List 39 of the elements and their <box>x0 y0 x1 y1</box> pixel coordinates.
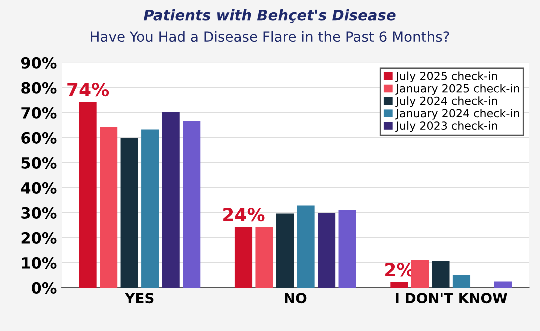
bar <box>411 260 429 288</box>
bar <box>390 282 408 288</box>
legend-label: July 2023 check-in <box>396 121 498 132</box>
y-tick-label: 70% <box>22 107 57 119</box>
chart-title: Patients with Behçet's Disease <box>144 9 396 24</box>
y-tick-label: 90% <box>21 57 57 69</box>
legend-label: January 2024 check-in <box>396 109 520 120</box>
y-tick-label: 50% <box>22 157 57 169</box>
bar <box>183 120 201 288</box>
bar <box>432 261 450 288</box>
x-tick-label: I DON'T KNOW <box>396 293 508 304</box>
y-tick-label: 20% <box>22 232 57 244</box>
y-tick-label: 40% <box>21 182 57 194</box>
y-tick-label: 80% <box>22 82 57 94</box>
bar <box>452 276 471 288</box>
bar <box>297 206 315 288</box>
y-tick-label: 10% <box>22 257 57 269</box>
bar <box>318 213 336 288</box>
bar <box>338 210 356 288</box>
y-tick-label: 30% <box>22 207 57 219</box>
bar <box>100 127 118 288</box>
data-label: 24% <box>224 208 265 222</box>
bar <box>276 214 294 288</box>
legend-label: July 2025 check-in <box>396 72 498 83</box>
bar <box>120 138 138 288</box>
bar <box>256 227 274 288</box>
x-tick-label: NO <box>285 293 307 304</box>
bar <box>79 102 97 288</box>
bar <box>162 112 180 288</box>
y-tick-label: 0% <box>32 282 57 294</box>
bar <box>234 227 253 288</box>
chart-subtitle: Have You Had a Disease Flare in the Past 6 Months? <box>91 31 450 42</box>
bar <box>142 130 160 288</box>
legend-label: July 2024 check-in <box>396 96 498 108</box>
x-tick-label: YES <box>125 293 154 304</box>
data-label: 74% <box>68 82 110 97</box>
legend-label: January 2025 check-in <box>396 84 520 95</box>
y-tick-label: 60% <box>22 132 57 144</box>
bar <box>494 282 512 288</box>
